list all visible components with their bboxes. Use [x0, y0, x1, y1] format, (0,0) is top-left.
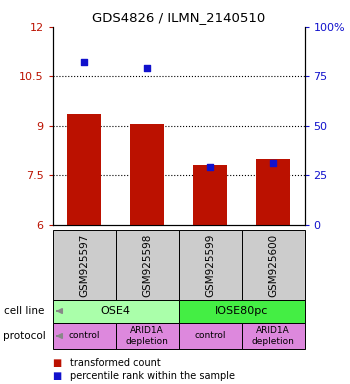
Text: GSM925597: GSM925597	[79, 233, 89, 297]
Text: OSE4: OSE4	[100, 306, 131, 316]
FancyBboxPatch shape	[178, 300, 304, 323]
Text: ■: ■	[52, 358, 62, 368]
Text: ARID1A
depletion: ARID1A depletion	[126, 326, 168, 346]
FancyBboxPatch shape	[52, 323, 116, 349]
Point	[81, 60, 87, 66]
Text: transformed count: transformed count	[70, 358, 161, 368]
Text: GSM925598: GSM925598	[142, 233, 152, 297]
Text: cell line: cell line	[4, 306, 44, 316]
FancyBboxPatch shape	[116, 323, 178, 349]
Text: IOSE80pc: IOSE80pc	[215, 306, 268, 316]
Title: GDS4826 / ILMN_2140510: GDS4826 / ILMN_2140510	[92, 11, 265, 24]
Text: percentile rank within the sample: percentile rank within the sample	[70, 371, 235, 381]
Text: GSM925600: GSM925600	[268, 233, 278, 296]
Point	[144, 65, 150, 71]
FancyBboxPatch shape	[116, 230, 178, 300]
Text: ■: ■	[52, 371, 62, 381]
Text: control: control	[68, 331, 100, 341]
FancyBboxPatch shape	[241, 323, 304, 349]
Point	[207, 164, 213, 170]
Bar	[130, 124, 164, 225]
Bar	[66, 114, 102, 225]
FancyBboxPatch shape	[52, 230, 116, 300]
Text: control: control	[194, 331, 226, 341]
Text: GSM925599: GSM925599	[205, 233, 215, 297]
FancyBboxPatch shape	[241, 230, 304, 300]
FancyBboxPatch shape	[52, 300, 178, 323]
Bar	[193, 165, 228, 225]
FancyBboxPatch shape	[178, 230, 241, 300]
Text: ARID1A
depletion: ARID1A depletion	[252, 326, 294, 346]
Point	[270, 160, 276, 166]
FancyBboxPatch shape	[178, 323, 241, 349]
Text: protocol: protocol	[4, 331, 46, 341]
Bar	[256, 159, 290, 225]
